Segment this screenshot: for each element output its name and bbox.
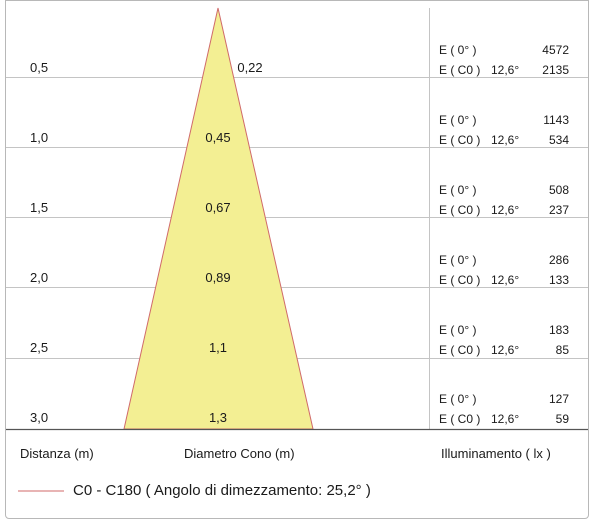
diameter-value: 0,22 bbox=[237, 60, 263, 75]
distance-value: 3,0 bbox=[30, 410, 49, 425]
distance-header: Distanza (m) bbox=[20, 446, 94, 461]
diameter-value: 1,1 bbox=[208, 340, 228, 355]
ec0-label: E ( C0 ) bbox=[439, 203, 481, 217]
e0-value: 127 bbox=[548, 392, 569, 406]
e0-value: 286 bbox=[548, 253, 569, 267]
diameter-value: 0,89 bbox=[205, 270, 231, 285]
ec0-label: E ( C0 ) bbox=[439, 63, 481, 77]
e0-label: E ( 0° ) bbox=[439, 43, 477, 57]
ec0-value: 534 bbox=[548, 133, 569, 147]
e0-label: E ( 0° ) bbox=[439, 323, 477, 337]
e0-value: 1143 bbox=[543, 113, 569, 127]
e0-label: E ( 0° ) bbox=[439, 113, 477, 127]
ec0-value: 133 bbox=[548, 273, 569, 287]
diagram-frame bbox=[5, 0, 589, 519]
ec0-value: 237 bbox=[548, 203, 569, 217]
illuminance-header: Illuminamento ( lx ) bbox=[441, 446, 551, 461]
diameter-value: 0,67 bbox=[205, 200, 231, 215]
angle-value: 12,6° bbox=[491, 63, 520, 77]
ec0-value: 85 bbox=[555, 343, 569, 357]
distance-value: 0,5 bbox=[30, 60, 49, 75]
ec0-label: E ( C0 ) bbox=[439, 133, 481, 147]
diameter-value: 0,45 bbox=[205, 130, 231, 145]
e0-value: 508 bbox=[548, 183, 569, 197]
e0-value: 4572 bbox=[542, 43, 569, 57]
ec0-label: E ( C0 ) bbox=[439, 412, 481, 426]
distance-value: 1,0 bbox=[30, 130, 49, 145]
distance-value: 2,0 bbox=[30, 270, 49, 285]
distance-value: 1,5 bbox=[30, 200, 49, 215]
light-cone bbox=[123, 7, 314, 430]
angle-value: 12,6° bbox=[491, 412, 520, 426]
distance-value: 2,5 bbox=[30, 340, 49, 355]
diameter-value: 1,3 bbox=[208, 410, 228, 425]
e0-label: E ( 0° ) bbox=[439, 392, 477, 406]
e0-value: 183 bbox=[548, 323, 569, 337]
ec0-value: 2135 bbox=[542, 63, 569, 77]
e0-label: E ( 0° ) bbox=[439, 253, 477, 267]
e0-label: E ( 0° ) bbox=[439, 183, 477, 197]
angle-value: 12,6° bbox=[491, 203, 520, 217]
angle-value: 12,6° bbox=[491, 273, 520, 287]
ec0-label: E ( C0 ) bbox=[439, 273, 481, 287]
ec0-value: 59 bbox=[555, 412, 569, 426]
ec0-label: E ( C0 ) bbox=[439, 343, 481, 357]
legend-label: C0 - C180 ( Angolo di dimezzamento: 25,2… bbox=[73, 482, 371, 499]
diameter-header: Diametro Cono (m) bbox=[184, 446, 295, 461]
angle-value: 12,6° bbox=[491, 343, 520, 357]
angle-value: 12,6° bbox=[491, 133, 520, 147]
